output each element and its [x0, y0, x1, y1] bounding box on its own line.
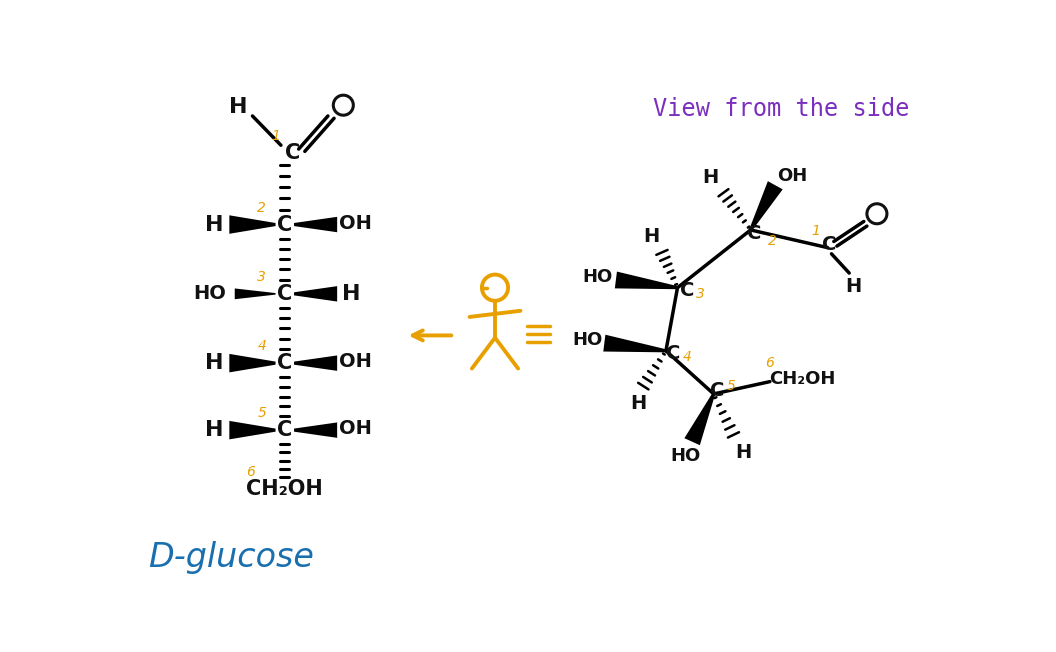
Text: 5: 5 [727, 379, 736, 393]
Text: H: H [205, 215, 223, 235]
Text: HO: HO [671, 447, 701, 464]
Text: HO: HO [572, 331, 603, 349]
Text: D-glucose: D-glucose [149, 541, 315, 574]
Polygon shape [615, 272, 678, 289]
Text: H: H [643, 228, 659, 246]
Text: 3: 3 [696, 287, 705, 301]
Polygon shape [294, 217, 337, 232]
Text: 4: 4 [258, 339, 266, 353]
Text: H: H [229, 96, 248, 117]
Text: CH₂OH: CH₂OH [246, 479, 323, 499]
Text: 1: 1 [812, 224, 821, 238]
Text: 4: 4 [683, 350, 692, 364]
Text: C: C [277, 215, 293, 235]
Text: HO: HO [582, 268, 612, 286]
Text: C: C [285, 143, 300, 163]
Text: 1: 1 [271, 129, 280, 143]
Polygon shape [294, 422, 337, 438]
Text: C: C [710, 381, 724, 400]
Polygon shape [294, 355, 337, 371]
Polygon shape [229, 215, 276, 234]
Text: 3: 3 [258, 270, 266, 284]
Text: H: H [205, 353, 223, 373]
Text: 5: 5 [258, 406, 266, 420]
Text: View from the side: View from the side [654, 97, 909, 121]
Text: 6: 6 [766, 356, 774, 370]
Text: C: C [277, 284, 293, 304]
Polygon shape [294, 286, 337, 301]
Polygon shape [603, 334, 666, 352]
Text: H: H [630, 394, 646, 413]
Text: C: C [680, 281, 694, 301]
Text: C: C [748, 224, 761, 243]
Text: H: H [702, 168, 719, 187]
Text: 6: 6 [246, 466, 254, 479]
Text: OH: OH [339, 419, 372, 438]
Text: C: C [822, 235, 836, 254]
Text: H: H [735, 443, 751, 462]
Text: CH₂OH: CH₂OH [769, 370, 835, 387]
Text: H: H [342, 284, 360, 304]
Text: C: C [666, 344, 681, 363]
Text: OH: OH [339, 352, 372, 371]
Polygon shape [234, 288, 276, 299]
Text: OH: OH [777, 167, 808, 185]
Polygon shape [750, 181, 782, 231]
Text: H: H [205, 420, 223, 440]
Text: C: C [277, 353, 293, 373]
Text: HO: HO [193, 284, 226, 303]
Polygon shape [229, 421, 276, 439]
Text: OH: OH [339, 213, 372, 233]
Polygon shape [229, 354, 276, 372]
Text: 2: 2 [768, 235, 776, 248]
Polygon shape [684, 393, 715, 445]
Text: H: H [845, 276, 862, 295]
Text: C: C [277, 420, 293, 440]
Text: 2: 2 [258, 201, 266, 215]
